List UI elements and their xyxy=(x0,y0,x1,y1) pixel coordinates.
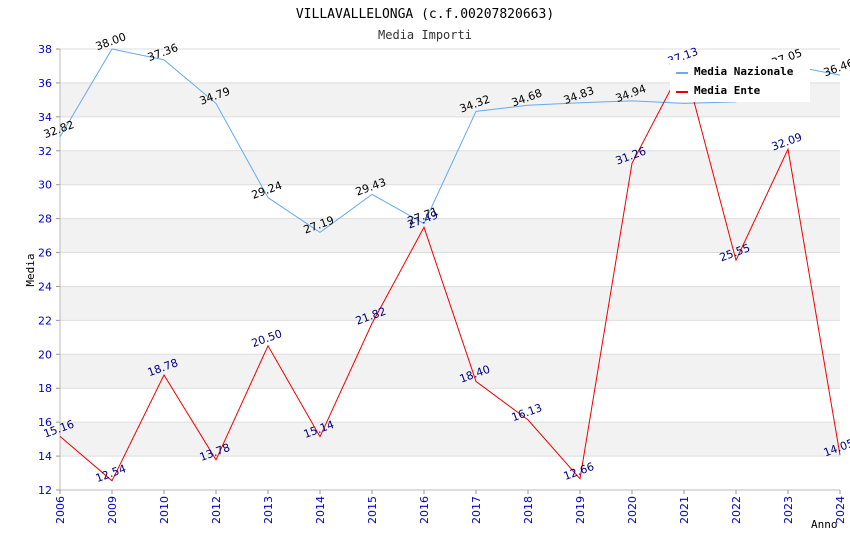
data-label-nazionale: 36.46 xyxy=(822,56,850,79)
x-tick-label: 2024 xyxy=(834,496,847,524)
y-tick-label: 30 xyxy=(38,179,52,192)
y-tick-label: 26 xyxy=(38,247,52,260)
legend-label-nazionale: Media Nazionale xyxy=(694,65,794,78)
series-lines xyxy=(59,48,841,482)
legend-box xyxy=(670,60,810,102)
y-tick-label: 36 xyxy=(38,77,52,90)
series-line-ente xyxy=(59,62,841,482)
grid-band xyxy=(60,218,840,253)
y-tick-label: 16 xyxy=(38,416,52,429)
x-tick-label: 2023 xyxy=(782,496,795,524)
x-tick-label: 2013 xyxy=(262,496,275,524)
y-tick-label: 32 xyxy=(38,145,52,158)
grid-band xyxy=(60,422,840,457)
y-axis-label: Media xyxy=(24,253,37,286)
x-axis-label: Anno xyxy=(811,518,838,531)
y-tick-label: 20 xyxy=(38,348,52,361)
data-label-nazionale: 37.36 xyxy=(146,41,180,64)
data-label-ente: 32.09 xyxy=(770,130,804,153)
x-tick-label: 2006 xyxy=(54,496,67,524)
x-tick-label: 2017 xyxy=(470,496,483,524)
y-tick-label: 12 xyxy=(38,484,52,497)
y-axis-ticks: 12 14 16 18 20 22 24 26 28 30 32 34 36 38 xyxy=(38,43,60,497)
chart-subtitle: Media Importi xyxy=(378,28,472,42)
legend-label-ente: Media Ente xyxy=(694,84,761,97)
x-tick-label: 2015 xyxy=(366,496,379,524)
data-label-ente: 16.13 xyxy=(510,401,544,424)
y-tick-label: 18 xyxy=(38,382,52,395)
x-tick-label: 2012 xyxy=(210,496,223,524)
x-tick-label: 2020 xyxy=(626,496,639,524)
axes xyxy=(59,49,840,491)
x-tick-label: 2014 xyxy=(314,496,327,524)
chart-title: VILLAVALLELONGA (c.f.00207820663) xyxy=(296,7,554,22)
x-tick-label: 2016 xyxy=(418,496,431,524)
x-axis-ticks: 2006 2009 2010 2012 2013 2014 2015 2016 2017 2018… xyxy=(54,490,847,524)
y-tick-label: 34 xyxy=(38,111,52,124)
x-tick-label: 2021 xyxy=(678,496,691,524)
data-label-nazionale: 38.00 xyxy=(94,30,128,53)
x-tick-label: 2009 xyxy=(106,496,119,524)
data-label-ente: 12.54 xyxy=(94,462,128,485)
y-tick-label: 14 xyxy=(38,450,52,463)
x-tick-label: 2010 xyxy=(158,496,171,524)
grid-band xyxy=(60,354,840,389)
series-line-nazionale xyxy=(59,48,841,234)
data-label-ente: 20.50 xyxy=(250,327,284,350)
legend: Media Nazionale Media Ente xyxy=(670,60,810,102)
y-tick-label: 24 xyxy=(38,280,52,293)
y-tick-label: 38 xyxy=(38,43,52,56)
x-tick-label: 2022 xyxy=(730,496,743,524)
grid-bands xyxy=(60,82,840,457)
y-tick-label: 28 xyxy=(38,213,52,226)
y-tick-label: 22 xyxy=(38,314,52,327)
x-tick-label: 2018 xyxy=(522,496,535,524)
x-tick-label: 2019 xyxy=(574,496,587,524)
